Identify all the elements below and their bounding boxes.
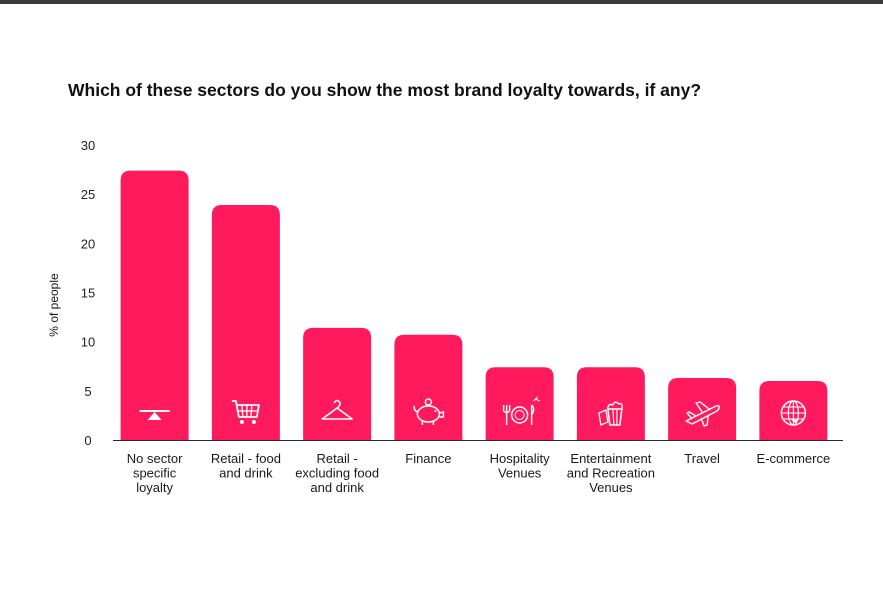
y-tick-label: 15	[81, 286, 95, 301]
piggy-bank-icon	[413, 398, 445, 425]
top-border	[0, 0, 883, 4]
hanger-icon	[321, 399, 353, 420]
x-tick-label: Hospitality Venues	[490, 451, 550, 481]
x-tick-label: Finance	[405, 451, 451, 466]
bar-2	[211, 204, 280, 440]
bars	[120, 170, 828, 441]
y-tick-label: 5	[84, 384, 91, 399]
y-tick-label: 10	[81, 335, 95, 350]
y-axis-label: % of people	[47, 273, 61, 337]
globe-icon	[780, 400, 807, 426]
y-tick-label: 30	[81, 138, 95, 153]
dining-icon	[502, 396, 540, 425]
airplane-icon	[685, 401, 720, 427]
bar-5	[485, 367, 554, 440]
popcorn-icon	[598, 401, 623, 426]
y-axis-ticks: 0 5 10 15 20 25 30	[81, 138, 95, 448]
bar-6	[576, 367, 645, 440]
x-tick-label: No sector specific loyalty	[127, 451, 183, 495]
bar-3	[303, 327, 372, 440]
x-tick-label: Retail -excluding food and drink	[295, 451, 379, 495]
y-tick-label: 25	[81, 187, 95, 202]
scale-icon	[139, 410, 170, 420]
y-tick-label: 20	[81, 236, 95, 251]
bar-7	[668, 378, 737, 440]
x-tick-label: Travel	[684, 451, 720, 466]
chart-title: Which of these sectors do you show the m…	[68, 80, 702, 100]
x-tick-label: Entertainment and Recreation Venues	[567, 451, 655, 495]
y-tick-label: 0	[84, 433, 91, 448]
bar-4	[394, 334, 463, 440]
shopping-cart-icon	[231, 400, 260, 424]
x-tick-label: E-commerce	[757, 451, 831, 466]
bar-icons	[139, 396, 807, 427]
x-axis-labels: No sector specific loyalty Retail - food and…	[127, 451, 830, 495]
bar-1	[120, 170, 189, 441]
x-tick-label: Retail - food and drink	[211, 451, 281, 481]
